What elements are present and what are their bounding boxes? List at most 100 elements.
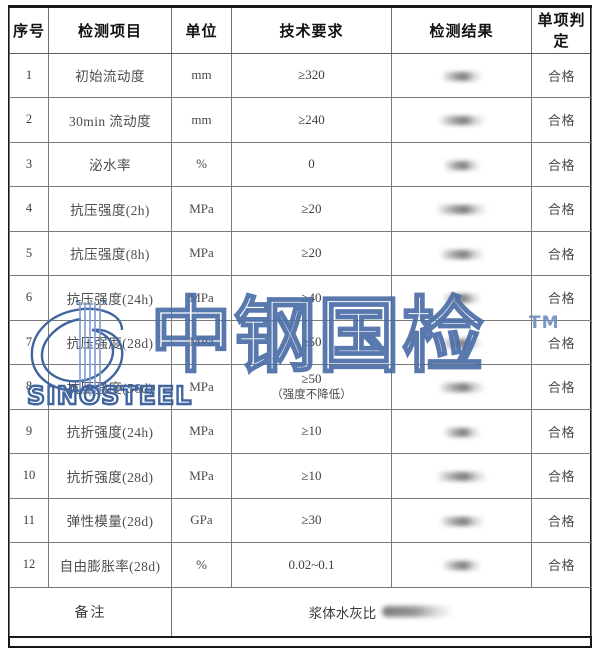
table-body: 1 初始流动度 mm ≥320 合格 2 30min 流动度 mm ≥240 合格 3 泌水率% 0 合格… xyxy=(9,52,592,638)
remark-value: 浆体水灰比 xyxy=(171,586,592,638)
table-row: 10 抗折强度(28d) MPa ≥10 合格 xyxy=(9,453,592,499)
table-row: 9 抗折强度(24h) MPa ≥10 合格 xyxy=(9,408,592,454)
requirement-value: ≥40 xyxy=(301,289,322,305)
table-row: 8 抗压强度(56d) MPa ≥50 （强度不降低） 合格 xyxy=(9,364,592,410)
cell-index: 10 xyxy=(9,453,49,499)
requirement-value: ≥10 xyxy=(301,467,322,483)
cell-result xyxy=(391,542,532,588)
cell-result xyxy=(391,497,532,543)
cell-requirement: ≥10 xyxy=(231,453,392,499)
cell-item: 初始流动度 xyxy=(48,52,172,98)
cell-judgement: 合格 xyxy=(531,52,592,98)
cell-unit: % xyxy=(171,141,232,187)
cell-index: 3 xyxy=(9,141,49,187)
cell-judgement: 合格 xyxy=(531,497,592,543)
cell-item: 30min 流动度 xyxy=(48,97,172,143)
cell-result xyxy=(391,364,532,410)
table-row: 5 抗压强度(8h) MPa ≥20 合格 xyxy=(9,230,592,276)
table-row: 2 30min 流动度 mm ≥240 合格 xyxy=(9,97,592,143)
cell-unit: mm xyxy=(171,97,232,143)
cell-item: 自由膨胀率(28d) xyxy=(48,542,172,588)
cell-requirement: ≥20 xyxy=(231,230,392,276)
column-header-index: 序号 xyxy=(9,6,49,54)
requirement-value: ≥30 xyxy=(301,512,322,528)
table-row: 12 自由膨胀率(28d)% 0.02~0.1 合格 xyxy=(9,542,592,588)
requirement-value: ≥20 xyxy=(301,200,322,216)
redacted-result-value xyxy=(440,71,483,81)
cell-index: 6 xyxy=(9,275,49,321)
cell-index: 8 xyxy=(9,364,49,410)
redacted-result-value xyxy=(438,249,485,259)
cell-result xyxy=(391,52,532,98)
cell-index: 2 xyxy=(9,97,49,143)
requirement-value: ≥320 xyxy=(298,67,325,83)
cell-item: 抗压强度(56d) xyxy=(48,364,172,410)
cell-requirement: ≥10 xyxy=(231,408,392,454)
cell-unit: MPa xyxy=(171,275,232,321)
redacted-result-value xyxy=(438,516,485,526)
cell-result xyxy=(391,319,532,365)
cell-unit: MPa xyxy=(171,186,232,232)
cell-requirement: 0 xyxy=(231,141,392,187)
remark-row: 备注 浆体水灰比 xyxy=(9,586,592,638)
requirement-value: ≥50 xyxy=(301,334,322,350)
cell-item: 泌水率 xyxy=(48,141,172,187)
remark-text: 浆体水灰比 xyxy=(308,605,377,621)
column-header-judgement: 单项判定 xyxy=(531,6,592,54)
cell-result xyxy=(391,141,532,187)
cell-judgement: 合格 xyxy=(531,97,592,143)
cell-requirement: ≥30 xyxy=(231,497,392,543)
requirement-value: ≥240 xyxy=(298,111,325,127)
cell-judgement: 合格 xyxy=(531,141,592,187)
cell-requirement: ≥240 xyxy=(231,97,392,143)
cell-judgement: 合格 xyxy=(531,186,592,232)
cell-requirement: ≥50 xyxy=(231,319,392,365)
redacted-remark-value xyxy=(382,606,455,618)
cell-item: 抗折强度(24h) xyxy=(48,408,172,454)
cell-requirement: 0.02~0.1 xyxy=(231,542,392,588)
cell-judgement: 合格 xyxy=(531,275,592,321)
cell-result xyxy=(391,97,532,143)
requirement-value: ≥50 xyxy=(301,370,322,386)
cell-index: 9 xyxy=(9,408,49,454)
cell-item: 弹性模量(28d) xyxy=(48,497,172,543)
cell-unit: % xyxy=(171,542,232,588)
cell-unit: MPa xyxy=(171,319,232,365)
column-header-item: 检测项目 xyxy=(48,6,172,54)
inspection-results-table: 序号 检测项目 单位 技术要求 检测结果 单项判定 1 初始流动度 mm ≥320 合格… xyxy=(9,6,592,638)
cell-judgement: 合格 xyxy=(531,319,592,365)
cell-unit: MPa xyxy=(171,230,232,276)
cell-index: 5 xyxy=(9,230,49,276)
cell-judgement: 合格 xyxy=(531,453,592,499)
cell-result xyxy=(391,230,532,276)
table-row: 4 抗压强度(2h) MPa ≥20 合格 xyxy=(9,186,592,232)
column-header-result: 检测结果 xyxy=(391,6,532,54)
column-header-unit: 单位 xyxy=(171,6,232,54)
cell-unit: mm xyxy=(171,52,232,98)
cell-judgement: 合格 xyxy=(531,230,592,276)
table-row: 3 泌水率% 0 合格 xyxy=(9,141,592,187)
cell-judgement: 合格 xyxy=(531,542,592,588)
cell-index: 12 xyxy=(9,542,49,588)
cell-index: 4 xyxy=(9,186,49,232)
redacted-result-value xyxy=(440,338,483,348)
cell-judgement: 合格 xyxy=(531,364,592,410)
redacted-result-value xyxy=(435,472,488,482)
cell-requirement: ≥40 xyxy=(231,275,392,321)
redacted-result-value xyxy=(442,160,481,170)
cell-requirement: ≥320 xyxy=(231,52,392,98)
table-row: 7 抗压强度(28d) MPa ≥50 合格 xyxy=(9,319,592,365)
cell-result xyxy=(391,186,532,232)
column-header-requirement: 技术要求 xyxy=(231,6,392,54)
requirement-value: ≥10 xyxy=(301,423,322,439)
cell-item: 抗压强度(24h) xyxy=(48,275,172,321)
cell-judgement: 合格 xyxy=(531,408,592,454)
requirement-value: 0 xyxy=(308,156,315,172)
redacted-result-value xyxy=(435,205,488,215)
redacted-result-value xyxy=(437,383,486,393)
cell-index: 1 xyxy=(9,52,49,98)
redacted-result-value xyxy=(442,427,481,437)
cell-item: 抗压强度(8h) xyxy=(48,230,172,276)
cell-result xyxy=(391,453,532,499)
